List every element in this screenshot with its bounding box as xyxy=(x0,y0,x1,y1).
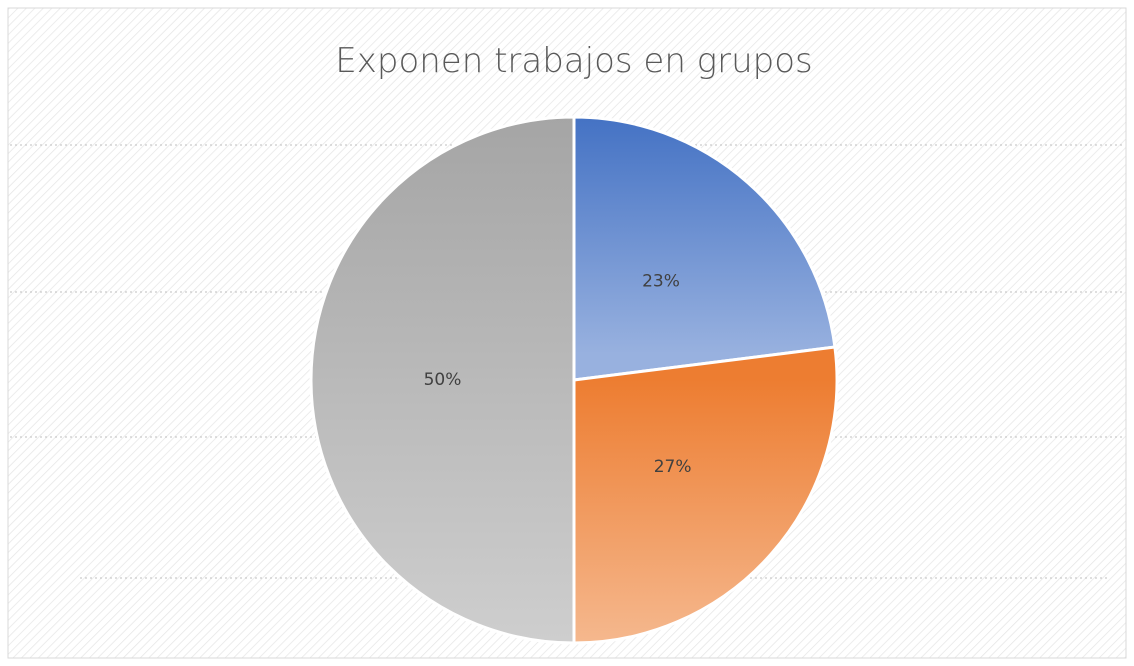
chart-title: Exponen trabajos en grupos xyxy=(335,41,812,81)
data-label: 27% xyxy=(654,457,692,477)
data-label: 50% xyxy=(424,370,462,390)
pie-slice xyxy=(309,115,576,645)
pie-slice xyxy=(572,345,839,645)
pie-slice xyxy=(572,115,837,382)
data-label: 23% xyxy=(642,271,680,291)
